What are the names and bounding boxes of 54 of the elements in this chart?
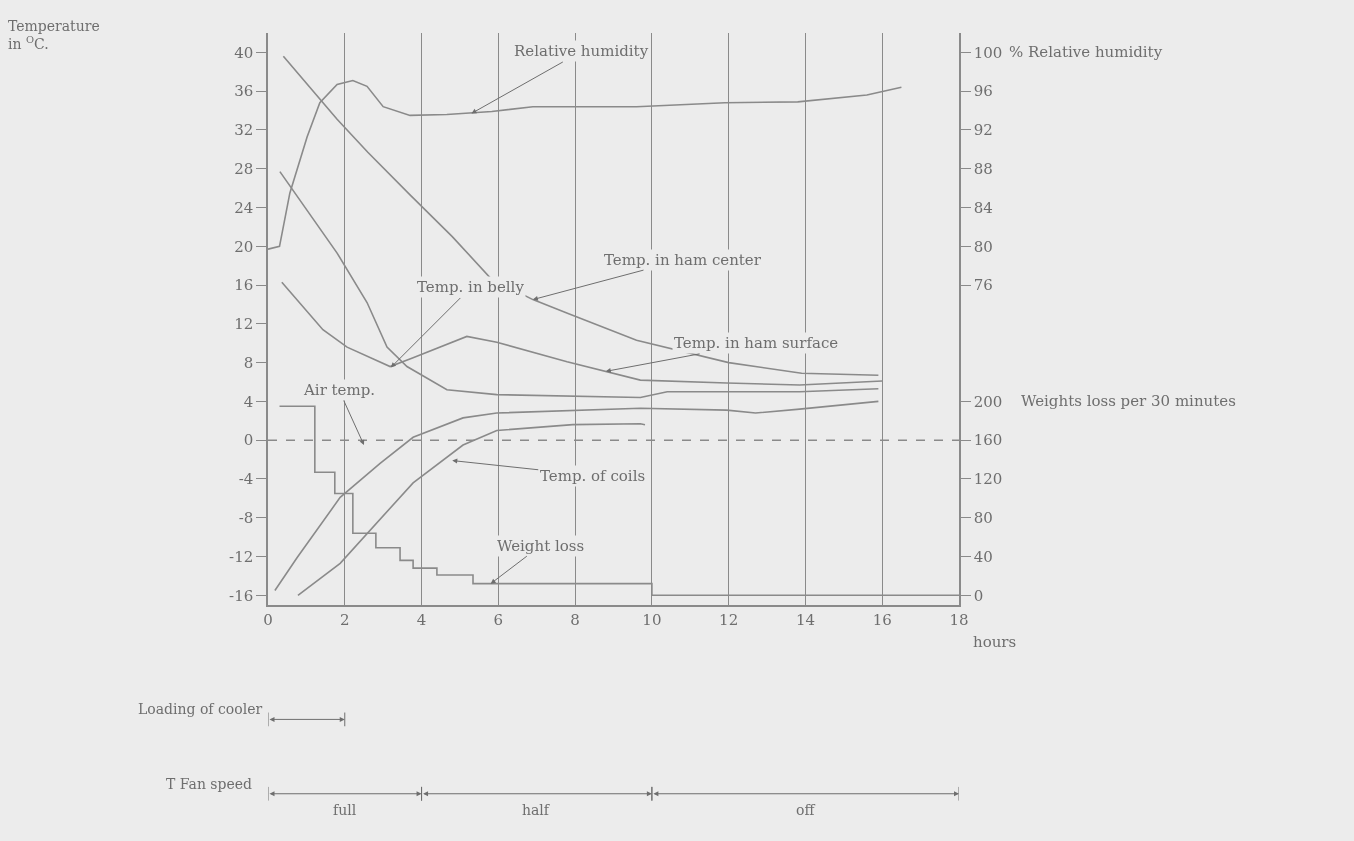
y3-tick-label: 200 xyxy=(973,392,1003,411)
y3-tick-label: 120 xyxy=(973,470,1003,489)
y-tick-label: 16 xyxy=(234,276,254,295)
x-tick-label: 0 xyxy=(263,610,273,629)
annotation: Temp. in ham center xyxy=(604,251,762,269)
x-tick-label: 18 xyxy=(949,610,969,629)
y-tick-label: -16 xyxy=(229,586,254,605)
y-tick-label: -8 xyxy=(238,509,254,527)
y3-axis-title: Weights loss per 30 minutes xyxy=(1021,392,1236,410)
x-tick-label: 2 xyxy=(340,610,350,629)
y-tick-label: 8 xyxy=(243,353,254,372)
x-tick-label: 6 xyxy=(493,610,504,629)
y-tick-label: 40 xyxy=(234,43,254,62)
x-axis-title: hours xyxy=(973,633,1017,651)
y3-tick-label: 160 xyxy=(973,431,1003,450)
y-tick-label: 32 xyxy=(234,121,254,140)
x-tick-label: 4 xyxy=(416,610,427,629)
y-tick-label: -4 xyxy=(238,470,254,489)
text: half xyxy=(522,802,551,818)
annotation: Relative humidity xyxy=(514,42,649,60)
y-tick-label: 24 xyxy=(234,198,254,217)
annotation: Temp. in belly xyxy=(417,278,525,296)
y2-axis-title: % Relative humidity xyxy=(1009,43,1163,61)
y3-tick-label: 40 xyxy=(973,547,993,566)
text: Temperature in $^{O}$C. xyxy=(8,18,100,53)
y2-tick-label: 96 xyxy=(973,82,993,101)
x-tick-label: 8 xyxy=(570,610,580,629)
annotation: Temp. in ham surface xyxy=(674,334,839,352)
y-tick-label: 36 xyxy=(234,82,254,101)
y3-tick-label: 80 xyxy=(973,509,993,527)
y-tick-label: 12 xyxy=(234,315,254,334)
x-tick-label: 14 xyxy=(795,610,815,629)
y2-tick-label: 80 xyxy=(973,237,993,256)
text: full xyxy=(333,802,357,818)
y-tick-label: 28 xyxy=(234,159,254,178)
y-tick-label: -12 xyxy=(229,547,254,566)
y-tick-label: 0 xyxy=(243,431,254,450)
text: Loading of cooler xyxy=(138,701,263,717)
y2-tick-label: 84 xyxy=(973,198,993,217)
x-tick-label: 12 xyxy=(719,610,739,629)
y2-tick-label: 100 xyxy=(973,43,1003,62)
y2-tick-label: 92 xyxy=(973,121,993,140)
text: off xyxy=(796,802,816,818)
y2-tick-label: 76 xyxy=(973,276,993,295)
annotation: Temp. of coils xyxy=(540,467,646,485)
y3-tick-label: 0 xyxy=(973,586,984,605)
annotation: Weight loss xyxy=(497,537,585,555)
text: T Fan speed xyxy=(166,776,253,792)
annotation: Air temp. xyxy=(303,381,376,399)
y-tick-label: 20 xyxy=(234,237,254,256)
x-tick-label: 16 xyxy=(872,610,892,629)
y-tick-label: 4 xyxy=(243,392,254,411)
x-tick-label: 10 xyxy=(642,610,662,629)
y2-tick-label: 88 xyxy=(973,159,993,178)
